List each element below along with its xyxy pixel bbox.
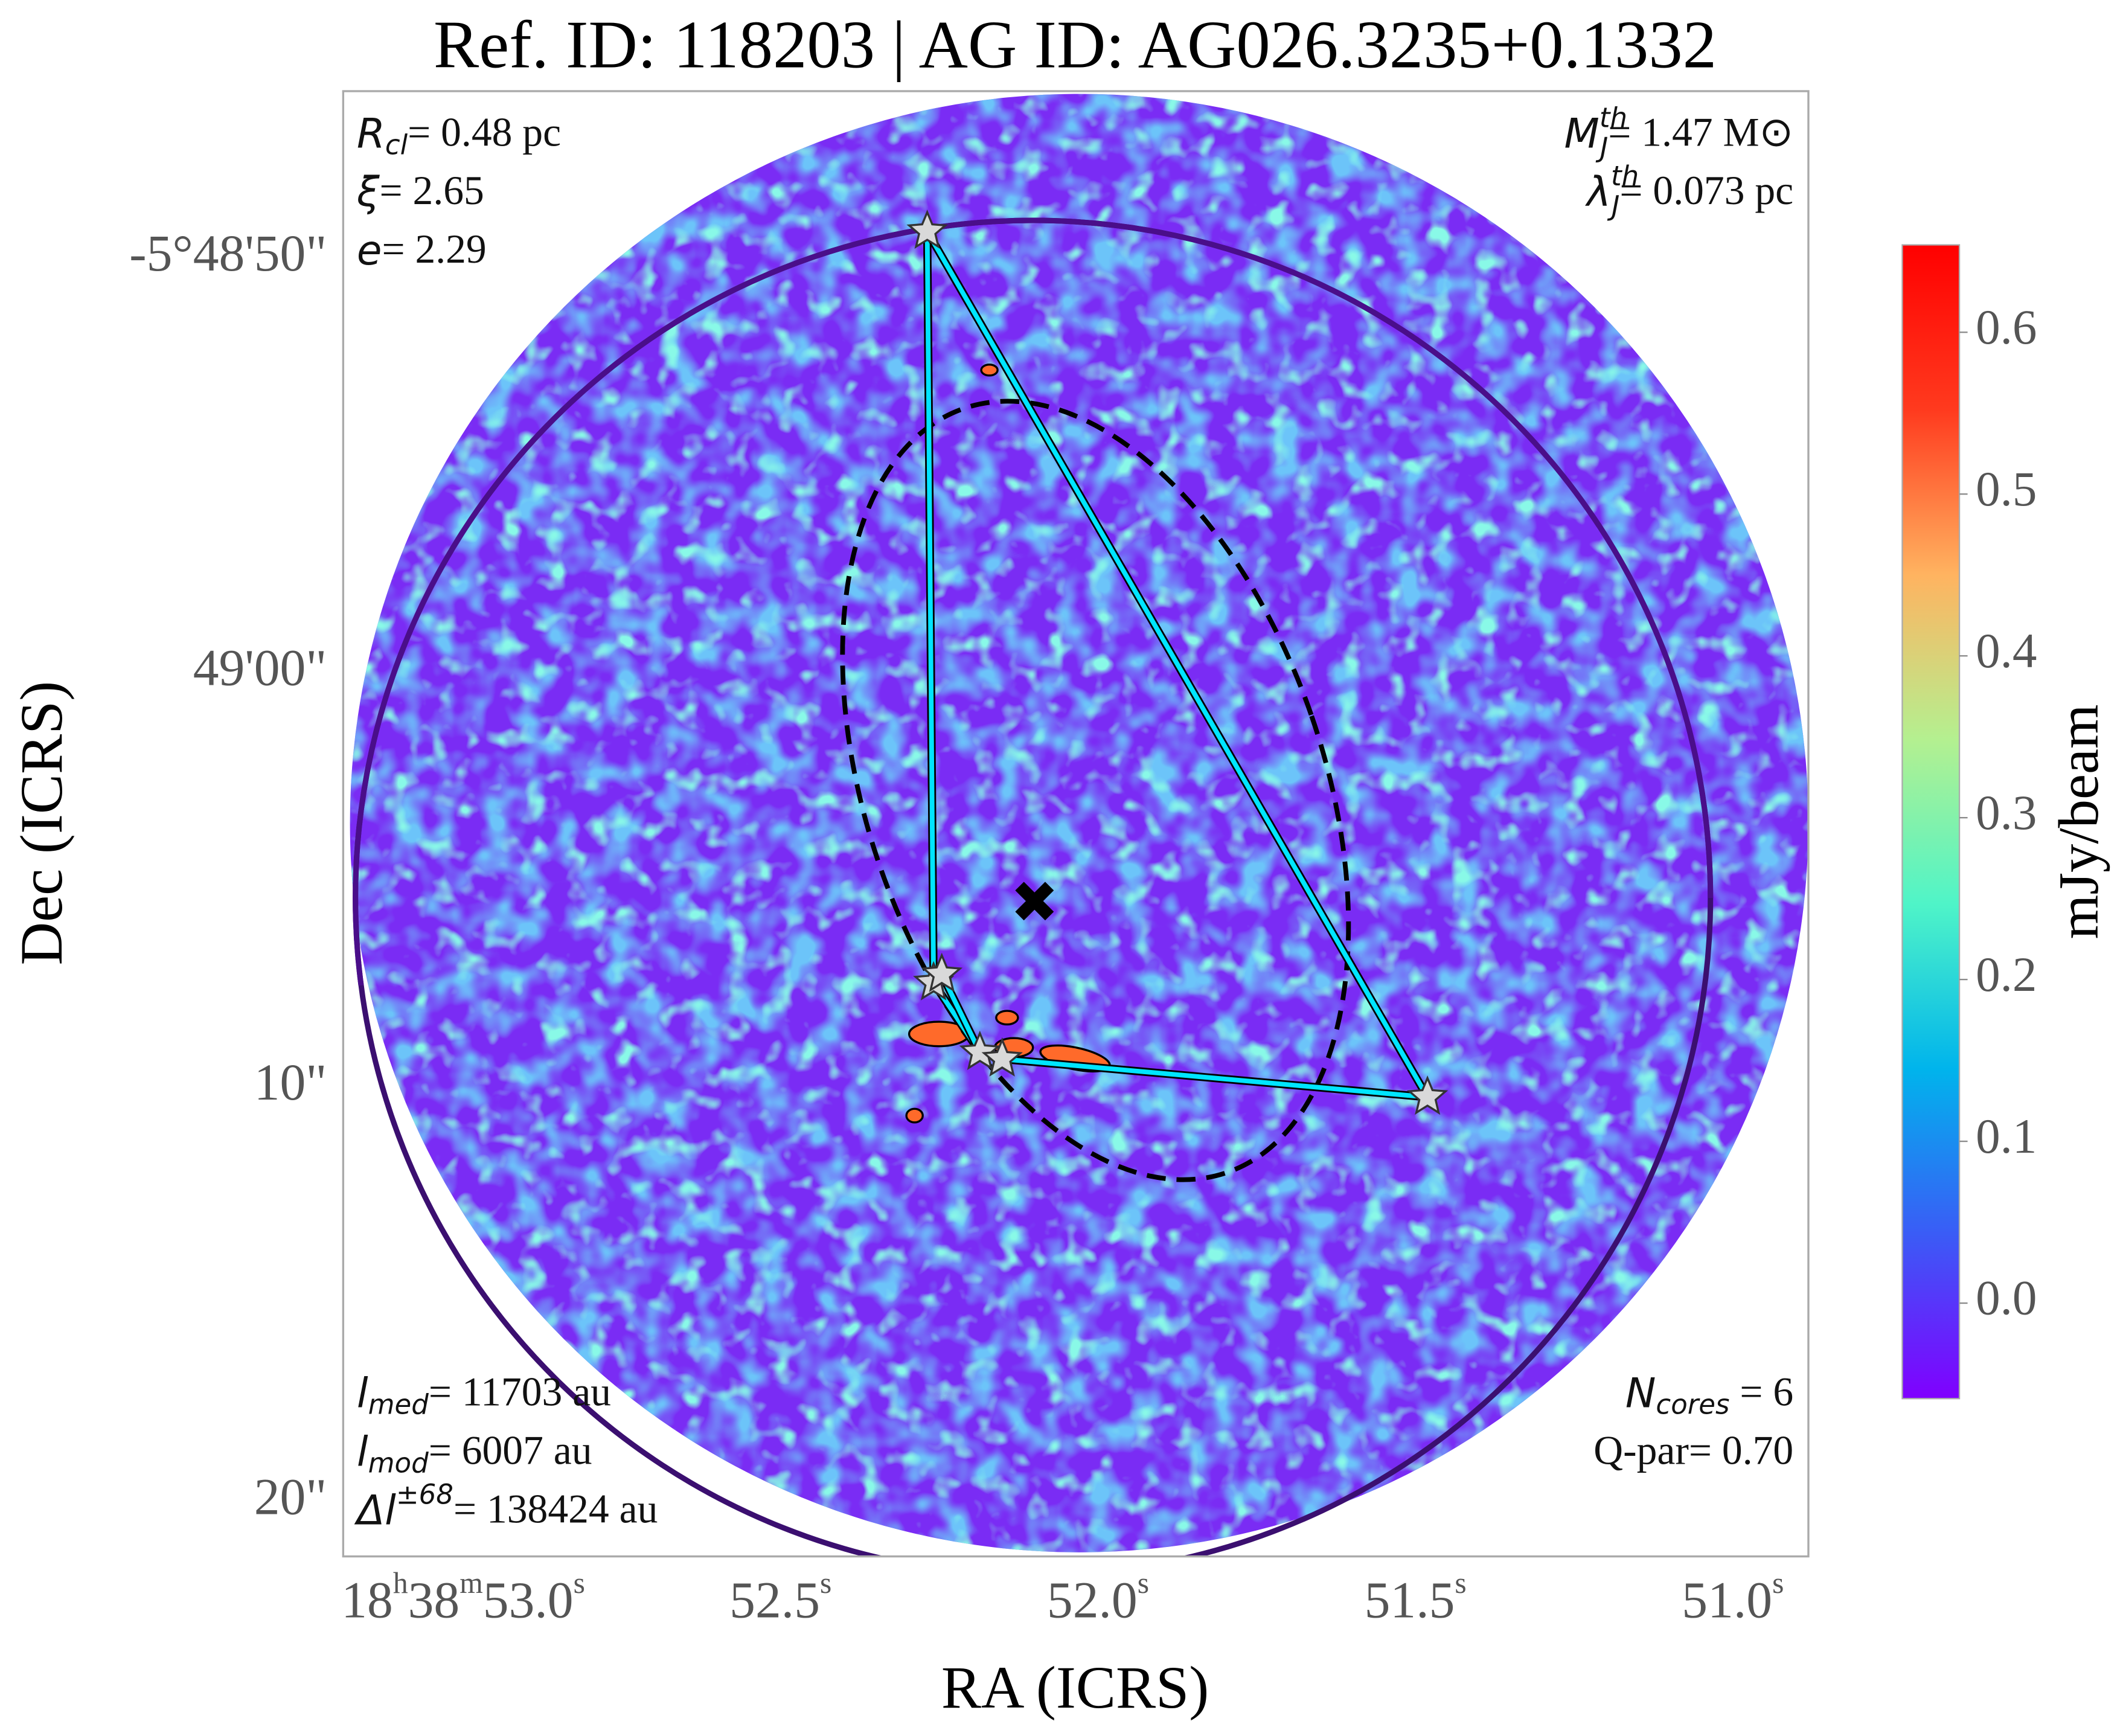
annotation: λth J= 0.073 pc	[1585, 160, 1793, 222]
core-marker	[921, 952, 963, 992]
annotation-sup: ±68	[396, 1478, 453, 1510]
annotation-sub: cores	[1656, 1389, 1729, 1421]
annotation-symbol: R	[357, 109, 385, 157]
annotation-sub: mod	[368, 1447, 429, 1479]
colorbar-tick-label: 0.6	[1976, 300, 2037, 354]
colorbar-tick-label: 0.3	[1976, 786, 2037, 840]
annotation-text: = 2.29	[382, 226, 486, 272]
annotation: Rcl= 0.48 pc	[357, 109, 561, 161]
fit-ellipse	[840, 399, 1351, 1182]
annotation-text: = 138424 au	[453, 1486, 658, 1531]
colorbar-tick-label: 0.4	[1976, 624, 2037, 678]
annotation: Ncores = 6	[1625, 1369, 1793, 1421]
annotation-text: = 6	[1729, 1369, 1793, 1414]
annotation-symbol: M	[1564, 109, 1599, 157]
annotation-symbol: λ	[1585, 168, 1611, 216]
mst-link	[924, 231, 937, 983]
annotation-text: Q-par= 0.70	[1593, 1427, 1793, 1473]
colorbar-label: mJy/beam	[2048, 704, 2110, 939]
center-marker	[1015, 882, 1054, 921]
y-tick-label: 49'00"	[193, 639, 327, 696]
annotation-symbol: Δl	[354, 1486, 396, 1534]
core-marker	[906, 210, 948, 249]
x-tick-label: 18h38m53.0s	[341, 1567, 585, 1629]
chart-title: Ref. ID: 118203 | AG ID: AG026.3235+0.13…	[434, 7, 1717, 82]
annotation-text: = 2.65	[380, 168, 484, 213]
annotation-text: = 6007 au	[429, 1427, 592, 1473]
y-tick-label: 10"	[254, 1054, 327, 1111]
annotation-symbol: l	[357, 1369, 368, 1417]
annotation-symbol: N	[1625, 1369, 1656, 1417]
mst-link	[925, 230, 1430, 1098]
y-axis-label: Dec (ICRS)	[9, 681, 75, 966]
map	[350, 94, 1808, 1557]
cluster-circle-outside	[353, 217, 1714, 1578]
colorbar-tick-label: 0.5	[1976, 462, 2037, 516]
annotation: lmod= 6007 au	[357, 1427, 592, 1479]
annotation-symbol: ξ	[356, 168, 380, 216]
y-tick-label: -5°48'50"	[129, 225, 327, 282]
annotation: e= 2.29	[357, 226, 487, 274]
x-tick-label: 52.5s	[729, 1567, 831, 1629]
annotation: Mth J= 1.47 M⊙	[1564, 101, 1794, 164]
x-tick-label: 52.0s	[1047, 1567, 1149, 1629]
core-marker	[1406, 1075, 1449, 1115]
annotation-text: = 0.48 pc	[408, 109, 561, 155]
annotation: Q-par= 0.70	[1593, 1427, 1793, 1473]
colorbar	[1901, 244, 1961, 1400]
y-tick-label: 20"	[254, 1468, 327, 1525]
colorbar-tick-label: 0.1	[1976, 1109, 2037, 1164]
annotation: ξ= 2.65	[356, 168, 484, 216]
annotation-sub: med	[368, 1389, 429, 1421]
x-axis-label: RA (ICRS)	[941, 1655, 1209, 1721]
annotation-text: = 11703 au	[429, 1369, 611, 1414]
x-tick-label: 51.0s	[1682, 1567, 1784, 1629]
annotation-text: = 1.47 M⊙	[1608, 109, 1793, 155]
colorbar-tick-label: 0.2	[1976, 947, 2037, 1002]
annotation: lmed= 11703 au	[357, 1369, 611, 1421]
x-tick-label: 51.5s	[1365, 1567, 1467, 1629]
map-noise	[350, 94, 1808, 1552]
annotation-symbol: l	[357, 1427, 368, 1475]
annotation-text: = 0.073 pc	[1619, 168, 1793, 213]
colorbar-tick-label: 0.0	[1976, 1271, 2037, 1325]
annotation-sup: th	[1611, 160, 1639, 192]
core-marker	[959, 1030, 1001, 1071]
annotation: Δl±68= 138424 au	[354, 1478, 658, 1534]
annotation-symbol: e	[357, 226, 382, 274]
mst-link	[1002, 1056, 1428, 1100]
core-marker	[981, 1037, 1023, 1077]
axes-frame	[342, 90, 1810, 1558]
marks	[906, 210, 1449, 1115]
annotation-sup: th	[1599, 101, 1627, 133]
annotation-sub: cl	[385, 129, 408, 161]
